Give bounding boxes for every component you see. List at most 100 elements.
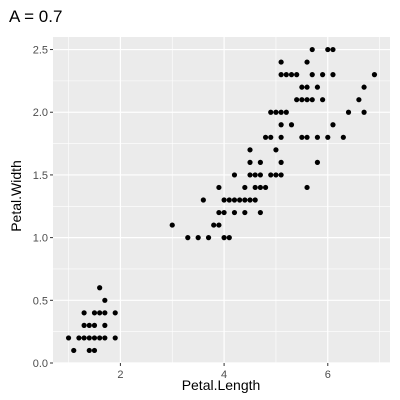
data-point bbox=[361, 109, 367, 115]
data-point bbox=[304, 134, 310, 140]
data-point bbox=[283, 72, 289, 78]
data-point bbox=[65, 335, 72, 341]
data-point bbox=[278, 72, 284, 78]
data-point bbox=[252, 172, 258, 178]
data-point bbox=[237, 197, 243, 203]
data-point bbox=[102, 335, 108, 341]
data-point bbox=[325, 46, 331, 53]
data-point bbox=[262, 184, 269, 191]
data-point bbox=[304, 97, 310, 103]
data-point bbox=[371, 72, 378, 78]
data-point bbox=[91, 347, 98, 354]
data-point bbox=[325, 134, 331, 140]
data-point bbox=[81, 335, 87, 341]
y-tick-label: 0.0 bbox=[33, 358, 48, 370]
data-point bbox=[273, 172, 279, 178]
data-point bbox=[340, 134, 346, 140]
data-point bbox=[309, 97, 315, 103]
y-tick-label: 1.0 bbox=[33, 233, 48, 245]
data-point bbox=[294, 97, 300, 103]
data-point bbox=[304, 184, 310, 191]
data-point bbox=[71, 347, 77, 354]
y-tick-label: 1.5 bbox=[33, 170, 48, 182]
data-point bbox=[195, 235, 201, 241]
data-point bbox=[81, 310, 87, 316]
data-point bbox=[320, 97, 326, 103]
data-point bbox=[288, 122, 295, 128]
data-point bbox=[314, 84, 321, 90]
data-point bbox=[221, 235, 227, 241]
data-point bbox=[309, 46, 315, 53]
data-point bbox=[169, 222, 175, 228]
data-point bbox=[257, 159, 263, 165]
data-point bbox=[226, 235, 232, 241]
data-point bbox=[356, 97, 362, 103]
data-point bbox=[268, 134, 274, 140]
data-point bbox=[330, 122, 336, 128]
data-point bbox=[211, 222, 217, 228]
data-point bbox=[242, 209, 248, 216]
data-point bbox=[278, 59, 284, 65]
grid-minor bbox=[53, 37, 390, 363]
data-point bbox=[262, 134, 269, 140]
data-point bbox=[252, 184, 258, 191]
data-point bbox=[330, 72, 336, 78]
data-point bbox=[299, 84, 305, 90]
data-point bbox=[314, 134, 321, 140]
data-point bbox=[320, 72, 326, 78]
x-axis-title: Petal.Length bbox=[182, 377, 261, 393]
data-point bbox=[278, 134, 284, 140]
data-point bbox=[221, 209, 227, 216]
data-point bbox=[268, 109, 274, 115]
data-point bbox=[221, 197, 227, 203]
data-point bbox=[278, 172, 284, 178]
data-point bbox=[86, 322, 92, 328]
x-axis-ticks: 2 4 6 bbox=[117, 363, 331, 381]
data-point bbox=[112, 335, 118, 341]
data-point bbox=[273, 147, 279, 153]
data-point bbox=[309, 72, 315, 78]
data-point bbox=[314, 159, 321, 165]
x-tick-label: 4 bbox=[221, 369, 227, 381]
data-point bbox=[81, 322, 87, 328]
y-tick-label: 2.5 bbox=[33, 45, 48, 57]
data-point bbox=[86, 335, 92, 341]
data-point bbox=[257, 172, 263, 178]
data-point bbox=[273, 109, 279, 115]
data-point bbox=[112, 310, 118, 316]
data-point bbox=[205, 235, 212, 241]
data-point bbox=[252, 197, 258, 203]
y-axis-title: Petal.Width bbox=[8, 160, 24, 232]
data-point bbox=[91, 322, 98, 328]
data-point bbox=[278, 159, 284, 165]
data-point bbox=[247, 147, 253, 153]
data-point bbox=[247, 159, 253, 165]
y-axis-ticks: 0.0 0.5 1.0 1.5 2.0 2.5 bbox=[33, 45, 53, 370]
data-point bbox=[185, 235, 191, 241]
data-point bbox=[200, 197, 206, 203]
data-point bbox=[345, 109, 352, 115]
data-point bbox=[231, 209, 238, 216]
data-point bbox=[283, 109, 289, 115]
data-point bbox=[257, 209, 263, 216]
data-point bbox=[226, 197, 232, 203]
data-point bbox=[102, 322, 108, 328]
data-point bbox=[102, 297, 108, 303]
y-tick-label: 2.0 bbox=[33, 107, 48, 119]
data-point bbox=[299, 134, 305, 140]
data-point bbox=[242, 197, 248, 203]
data-point bbox=[91, 310, 98, 316]
data-point bbox=[257, 184, 263, 191]
data-point bbox=[231, 197, 238, 203]
data-point bbox=[299, 97, 305, 103]
data-point bbox=[247, 172, 253, 178]
data-point bbox=[304, 84, 310, 90]
data-point bbox=[294, 72, 300, 78]
data-point bbox=[102, 310, 108, 316]
data-point bbox=[304, 59, 310, 65]
y-tick-label: 0.5 bbox=[33, 295, 48, 307]
data-point bbox=[361, 84, 367, 90]
data-point bbox=[216, 209, 222, 216]
data-point bbox=[231, 172, 238, 178]
